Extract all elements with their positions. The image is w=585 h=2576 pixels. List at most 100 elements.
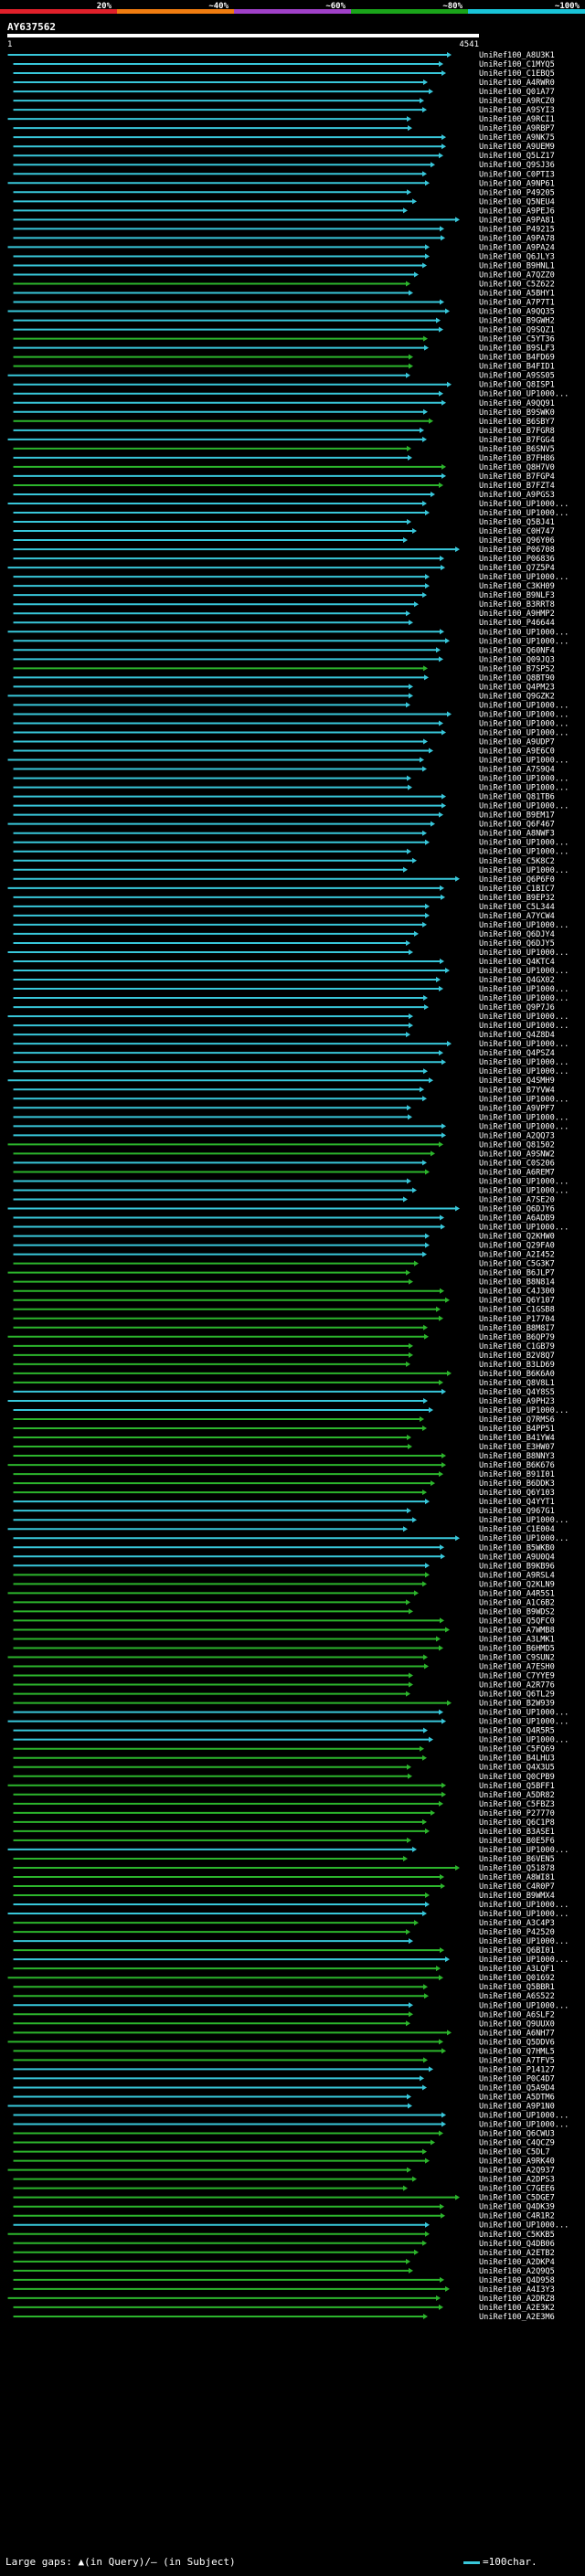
hit-bar-arrow — [422, 2240, 427, 2246]
hit-bar-arrow — [406, 281, 410, 287]
hit-bar-arrow — [406, 1929, 410, 1935]
hit-label: UniRef100_Q01692 — [479, 1974, 555, 1983]
hit-bar-arrow — [408, 2103, 412, 2109]
hit-bar-arrow — [409, 684, 413, 690]
hit-label: UniRef100_Q5DDV6 — [479, 2038, 555, 2047]
hit-bar-arrow — [455, 1205, 460, 1212]
hit-label: UniRef100_Q7HML5 — [479, 2047, 555, 2056]
hit-label: UniRef100_UP1000... — [479, 1516, 569, 1525]
hit-label: UniRef100_B2W939 — [479, 1700, 555, 1709]
hit-bar-arrow — [423, 1068, 428, 1075]
hit-label: UniRef100_UP1000... — [479, 985, 569, 994]
hit-bar-arrow — [447, 1700, 452, 1706]
hit-label: UniRef100_UP1000... — [479, 775, 569, 784]
hit-bar-arrow — [425, 1169, 430, 1175]
hit-label: UniRef100_UP1000... — [479, 1718, 569, 1727]
hit-bar-arrow — [425, 903, 430, 909]
hit-label: UniRef100_C4J300 — [479, 1288, 555, 1297]
hit-bar-arrow — [425, 1572, 430, 1578]
hit-bar-arrow — [439, 1645, 443, 1651]
hit-bar-arrow — [422, 1096, 427, 1102]
hit-label: UniRef100_Q7Z5P4 — [479, 564, 555, 573]
hit-bar-arrow — [439, 1141, 443, 1148]
legend-scale-text: =100char. — [483, 2556, 537, 2568]
hit-bar-arrow — [425, 2221, 430, 2228]
hit-label: UniRef100_Q6P6F0 — [479, 875, 555, 885]
hit-bar-arrow — [424, 674, 429, 681]
hit-label: UniRef100_A9VPF7 — [479, 1104, 555, 1113]
hit-label: UniRef100_A1C6B2 — [479, 1598, 555, 1607]
hit-label: UniRef100_Q8BT90 — [479, 673, 555, 683]
hit-label: UniRef100_C0H747 — [479, 527, 555, 536]
hit-label: UniRef100_Q967G1 — [479, 1507, 555, 1516]
hit-bar-arrow — [439, 986, 443, 992]
hit-label: UniRef100_Q4DB06 — [479, 2240, 555, 2249]
hit-bar-arrow — [441, 463, 446, 470]
hit-label: UniRef100_B8NNY3 — [479, 1452, 555, 1461]
hit-label: UniRef100_B5WKB0 — [479, 1543, 555, 1553]
hit-label: UniRef100_UP1000... — [479, 1534, 569, 1543]
hit-bar-arrow — [423, 2057, 428, 2063]
hit-label: UniRef100_B8M8I7 — [479, 1324, 555, 1333]
hit-bar-arrow — [425, 244, 430, 250]
hit-bar-arrow — [407, 519, 411, 525]
hit-label: UniRef100_Q4Y8S5 — [479, 1388, 555, 1397]
hit-label: UniRef100_C1EBQ5 — [479, 69, 555, 79]
hit-bar-arrow — [420, 1745, 424, 1752]
hit-label: UniRef100_C1BIC7 — [479, 885, 555, 894]
hit-label: UniRef100_Q4KTC4 — [479, 958, 555, 967]
hit-bar-arrow — [420, 2075, 424, 2082]
hit-bar-arrow — [407, 189, 411, 196]
hit-label: UniRef100_A2R776 — [479, 1681, 555, 1691]
hit-bar-arrow — [409, 2011, 413, 2018]
hit-label: UniRef100_A9RCZ0 — [479, 97, 555, 106]
hit-bar-arrow — [414, 1260, 419, 1267]
hit-label: UniRef100_Q5BJ41 — [479, 518, 555, 527]
hit-bar-arrow — [409, 363, 413, 369]
hit-bar-arrow — [423, 1984, 428, 1990]
hit-label: UniRef100_C5K8C2 — [479, 857, 555, 866]
hit-bar-arrow — [412, 198, 417, 205]
hit-bar-arrow — [409, 949, 413, 955]
hit-label: UniRef100_C5KKB5 — [479, 2231, 555, 2240]
hit-label: UniRef100_P46644 — [479, 619, 555, 628]
hit-label: UniRef100_Q9SJ36 — [479, 161, 555, 170]
hit-bar-arrow — [422, 766, 427, 772]
hit-label: UniRef100_Q4PSZ4 — [479, 1049, 555, 1058]
chart-title: AY637562 — [7, 21, 56, 33]
hit-bar-arrow — [441, 2212, 445, 2219]
hit-label: UniRef100_A8WI81 — [479, 1873, 555, 1882]
hit-bar-arrow — [423, 1727, 428, 1733]
hit-bar-arrow — [447, 381, 452, 387]
hit-label: UniRef100_UP1000... — [479, 949, 569, 958]
query-start-label: 1 — [7, 40, 12, 49]
hit-label: UniRef100_Q60NF4 — [479, 646, 555, 655]
hit-bar-arrow — [441, 1791, 446, 1797]
hit-label: UniRef100_Q4GX02 — [479, 976, 555, 985]
hit-label: UniRef100_UP1000... — [479, 2121, 569, 2130]
hit-label: UniRef100_A9SS05 — [479, 372, 555, 381]
hit-label: UniRef100_A9RK40 — [479, 2157, 555, 2167]
hit-label: UniRef100_B0E5F6 — [479, 1837, 555, 1846]
hit-bar-arrow — [440, 629, 444, 635]
hit-bar-arrow — [412, 528, 417, 535]
hit-label: UniRef100_Q9GZK2 — [479, 692, 555, 701]
hit-label: UniRef100_B6DDK3 — [479, 1479, 555, 1489]
hit-bar-arrow — [423, 408, 428, 415]
hit-label: UniRef100_UP1000... — [479, 637, 569, 646]
hit-label: UniRef100_UP1000... — [479, 784, 569, 793]
hit-bar-arrow — [409, 354, 413, 360]
hit-label: UniRef100_UP1000... — [479, 1186, 569, 1195]
hit-label: UniRef100_A9SNW2 — [479, 1150, 555, 1159]
hit-bar-arrow — [409, 1278, 413, 1285]
hit-label: UniRef100_A4R5S1 — [479, 1589, 555, 1598]
hit-bar-arrow — [441, 472, 446, 479]
hit-bar-arrow — [406, 1032, 410, 1038]
query-end-label: 4541 — [459, 40, 479, 49]
hit-bar-arrow — [423, 995, 428, 1002]
hit-label: UniRef100_UP1000... — [479, 1040, 569, 1049]
hit-bar-arrow — [425, 1233, 430, 1239]
hit-bar-arrow — [412, 1517, 417, 1523]
hit-bar-arrow — [445, 1627, 450, 1633]
hit-bar-arrow — [406, 702, 410, 708]
